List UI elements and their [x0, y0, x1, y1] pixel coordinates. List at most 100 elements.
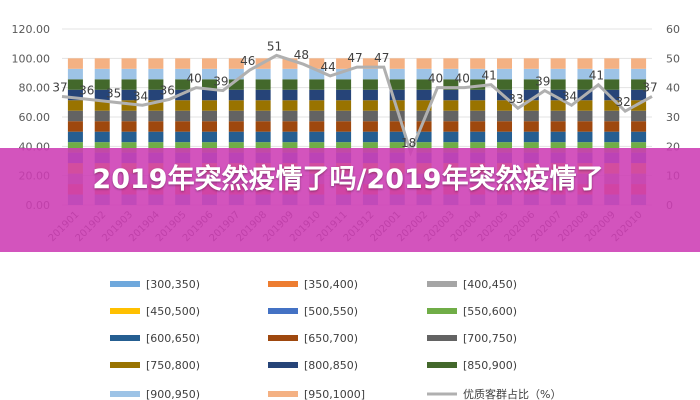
- legend-label: [450,500): [146, 305, 200, 318]
- bar-segment: [362, 100, 378, 111]
- bar-segment: [443, 142, 459, 153]
- bar-segment: [228, 89, 244, 101]
- bar-segment: [496, 79, 513, 90]
- bar-segment: [631, 79, 647, 90]
- bar-segment: [67, 121, 83, 132]
- line-data-label: 39: [213, 75, 228, 89]
- bar-segment: [255, 142, 271, 153]
- bar-segment: [67, 79, 83, 90]
- bar-segment: [604, 142, 620, 153]
- line-data-label: 37: [52, 80, 67, 94]
- bar-segment: [201, 142, 218, 153]
- line-data-label: 51: [267, 39, 282, 53]
- banner-title: 2019年突然疫情了吗/2019年突然疫情了: [92, 164, 604, 195]
- bar-segment: [336, 100, 352, 111]
- y-left-tick-label: 120.00: [12, 23, 51, 36]
- legend-label: [700,750): [463, 332, 517, 345]
- line-data-label: 40: [186, 72, 201, 86]
- bar-segment: [577, 131, 593, 143]
- bar-segment: [228, 121, 244, 132]
- bar-segment: [362, 131, 378, 143]
- line-data-label: 34: [562, 89, 577, 103]
- bar-segment: [94, 110, 110, 122]
- line-data-label: 47: [374, 51, 389, 65]
- bar-segment: [148, 100, 164, 111]
- bar-segment: [389, 142, 405, 153]
- bar-segment: [175, 68, 191, 80]
- bar-segment: [604, 131, 620, 143]
- bar-segment: [443, 110, 459, 122]
- bar-segment: [121, 58, 137, 69]
- bar-segment: [336, 89, 352, 101]
- bar-segment: [175, 121, 191, 132]
- legend-label: [650,700): [304, 332, 358, 345]
- bar-segment: [496, 100, 513, 111]
- bar-segment: [67, 58, 83, 69]
- bar-segment: [336, 121, 352, 132]
- bar-segment: [94, 121, 110, 132]
- bar-segment: [389, 79, 405, 90]
- title-banner: [0, 148, 700, 252]
- line-data-label: 48: [294, 48, 309, 62]
- bar-segment: [282, 89, 298, 101]
- bar-segment: [470, 121, 486, 132]
- bar-segment: [416, 110, 432, 122]
- bar-segment: [604, 89, 620, 101]
- bar-segment: [201, 58, 218, 69]
- bar-segment: [362, 89, 378, 101]
- bar-segment: [550, 131, 566, 143]
- bar-segment: [443, 68, 459, 80]
- bar-segment: [309, 89, 325, 101]
- bar-segment: [631, 68, 647, 80]
- bar-segment: [389, 131, 405, 143]
- bar-segment: [523, 58, 539, 69]
- bar-segment: [389, 121, 405, 132]
- line-data-label: 37: [642, 80, 657, 94]
- bar-segment: [631, 110, 647, 122]
- legend: [300,350) [350,400) [400,450) [450,500) [500…: [110, 278, 561, 400]
- bar-segment: [550, 79, 566, 90]
- bar-segment: [228, 68, 244, 80]
- bar-segment: [443, 100, 459, 111]
- bar-segment: [523, 68, 539, 80]
- line-data-label: 41: [589, 69, 604, 83]
- bar-segment: [470, 100, 486, 111]
- bar-segment: [604, 79, 620, 90]
- bar-segment: [496, 142, 513, 153]
- line-data-label: 47: [347, 51, 362, 65]
- bar-segment: [577, 68, 593, 80]
- line-data-label: 36: [160, 83, 175, 97]
- legend-swatch: [110, 391, 140, 397]
- line-data-label: 18: [401, 136, 416, 150]
- bar-segment: [282, 121, 298, 132]
- bar-segment: [336, 131, 352, 143]
- bar-segment: [282, 131, 298, 143]
- bar-segment: [94, 100, 110, 111]
- bar-segment: [67, 100, 83, 111]
- bar-segment: [631, 89, 647, 101]
- line-data-label: 32: [616, 95, 631, 109]
- y-right-tick-label: 30: [666, 111, 680, 124]
- line-series: 37 36 35 34 36 40 39 46 51 48 44 47 47 18 40 40 41 33 39 34…: [52, 39, 658, 157]
- bar-segment: [550, 121, 566, 132]
- bar-segment: [631, 58, 647, 69]
- legend-swatch: [268, 281, 298, 287]
- bar-segment: [523, 110, 539, 122]
- bar-segment: [148, 142, 164, 153]
- bar-segment: [309, 110, 325, 122]
- bar-segment: [604, 110, 620, 122]
- bar-segment: [228, 79, 244, 90]
- bar-segment: [201, 131, 218, 143]
- line-data-label: 33: [508, 92, 523, 106]
- bar-segment: [389, 110, 405, 122]
- bar-segment: [121, 121, 137, 132]
- bar-segment: [470, 89, 486, 101]
- bar-segment: [550, 142, 566, 153]
- bar-segment: [282, 68, 298, 80]
- bar-segment: [470, 142, 486, 153]
- bar-segment: [389, 68, 405, 80]
- bar-segment: [201, 89, 218, 101]
- bar-segment: [255, 100, 271, 111]
- bar-segment: [443, 89, 459, 101]
- legend-swatch: [110, 335, 140, 341]
